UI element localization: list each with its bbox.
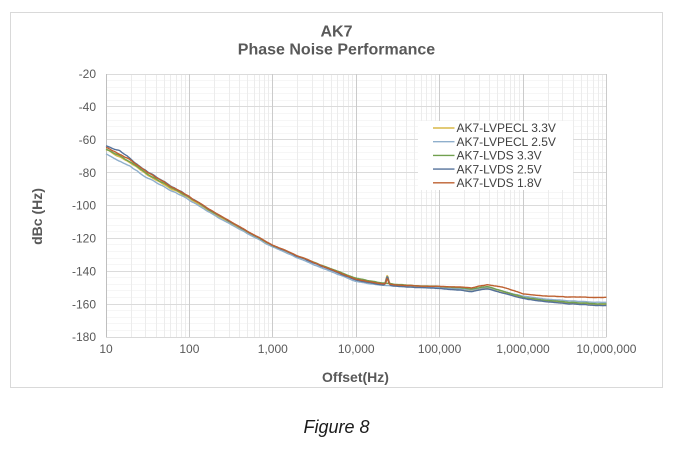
svg-text:-180: -180 — [72, 330, 96, 344]
svg-text:AK7-LVPECL 3.3V: AK7-LVPECL 3.3V — [457, 121, 556, 135]
svg-text:100: 100 — [179, 342, 199, 356]
svg-text:Phase Noise Performance: Phase Noise Performance — [238, 42, 436, 59]
svg-text:-120: -120 — [72, 232, 96, 246]
svg-text:-140: -140 — [72, 264, 96, 278]
svg-text:-60: -60 — [79, 133, 97, 147]
svg-text:dBc (Hz): dBc (Hz) — [29, 188, 45, 245]
svg-text:AK7-LVDS 3.3V: AK7-LVDS 3.3V — [457, 149, 542, 163]
svg-text:1,000,000: 1,000,000 — [496, 342, 550, 356]
svg-text:AK7-LVDS 2.5V: AK7-LVDS 2.5V — [457, 162, 542, 176]
svg-text:10,000: 10,000 — [338, 342, 375, 356]
svg-text:AK7: AK7 — [320, 24, 352, 41]
svg-text:100,000: 100,000 — [418, 342, 462, 356]
svg-text:1,000: 1,000 — [258, 342, 288, 356]
svg-text:-100: -100 — [72, 199, 96, 213]
svg-text:-20: -20 — [79, 67, 97, 81]
svg-text:-80: -80 — [79, 166, 97, 180]
svg-text:10: 10 — [99, 342, 113, 356]
svg-text:AK7-LVPECL 2.5V: AK7-LVPECL 2.5V — [457, 135, 556, 149]
svg-text:-40: -40 — [79, 100, 97, 114]
svg-text:-160: -160 — [72, 297, 96, 311]
svg-text:10,000,000: 10,000,000 — [576, 342, 636, 356]
svg-text:Figure 8: Figure 8 — [303, 417, 369, 437]
svg-text:Offset(Hz): Offset(Hz) — [322, 369, 389, 385]
svg-text:AK7-LVDS 1.8V: AK7-LVDS 1.8V — [457, 176, 542, 190]
